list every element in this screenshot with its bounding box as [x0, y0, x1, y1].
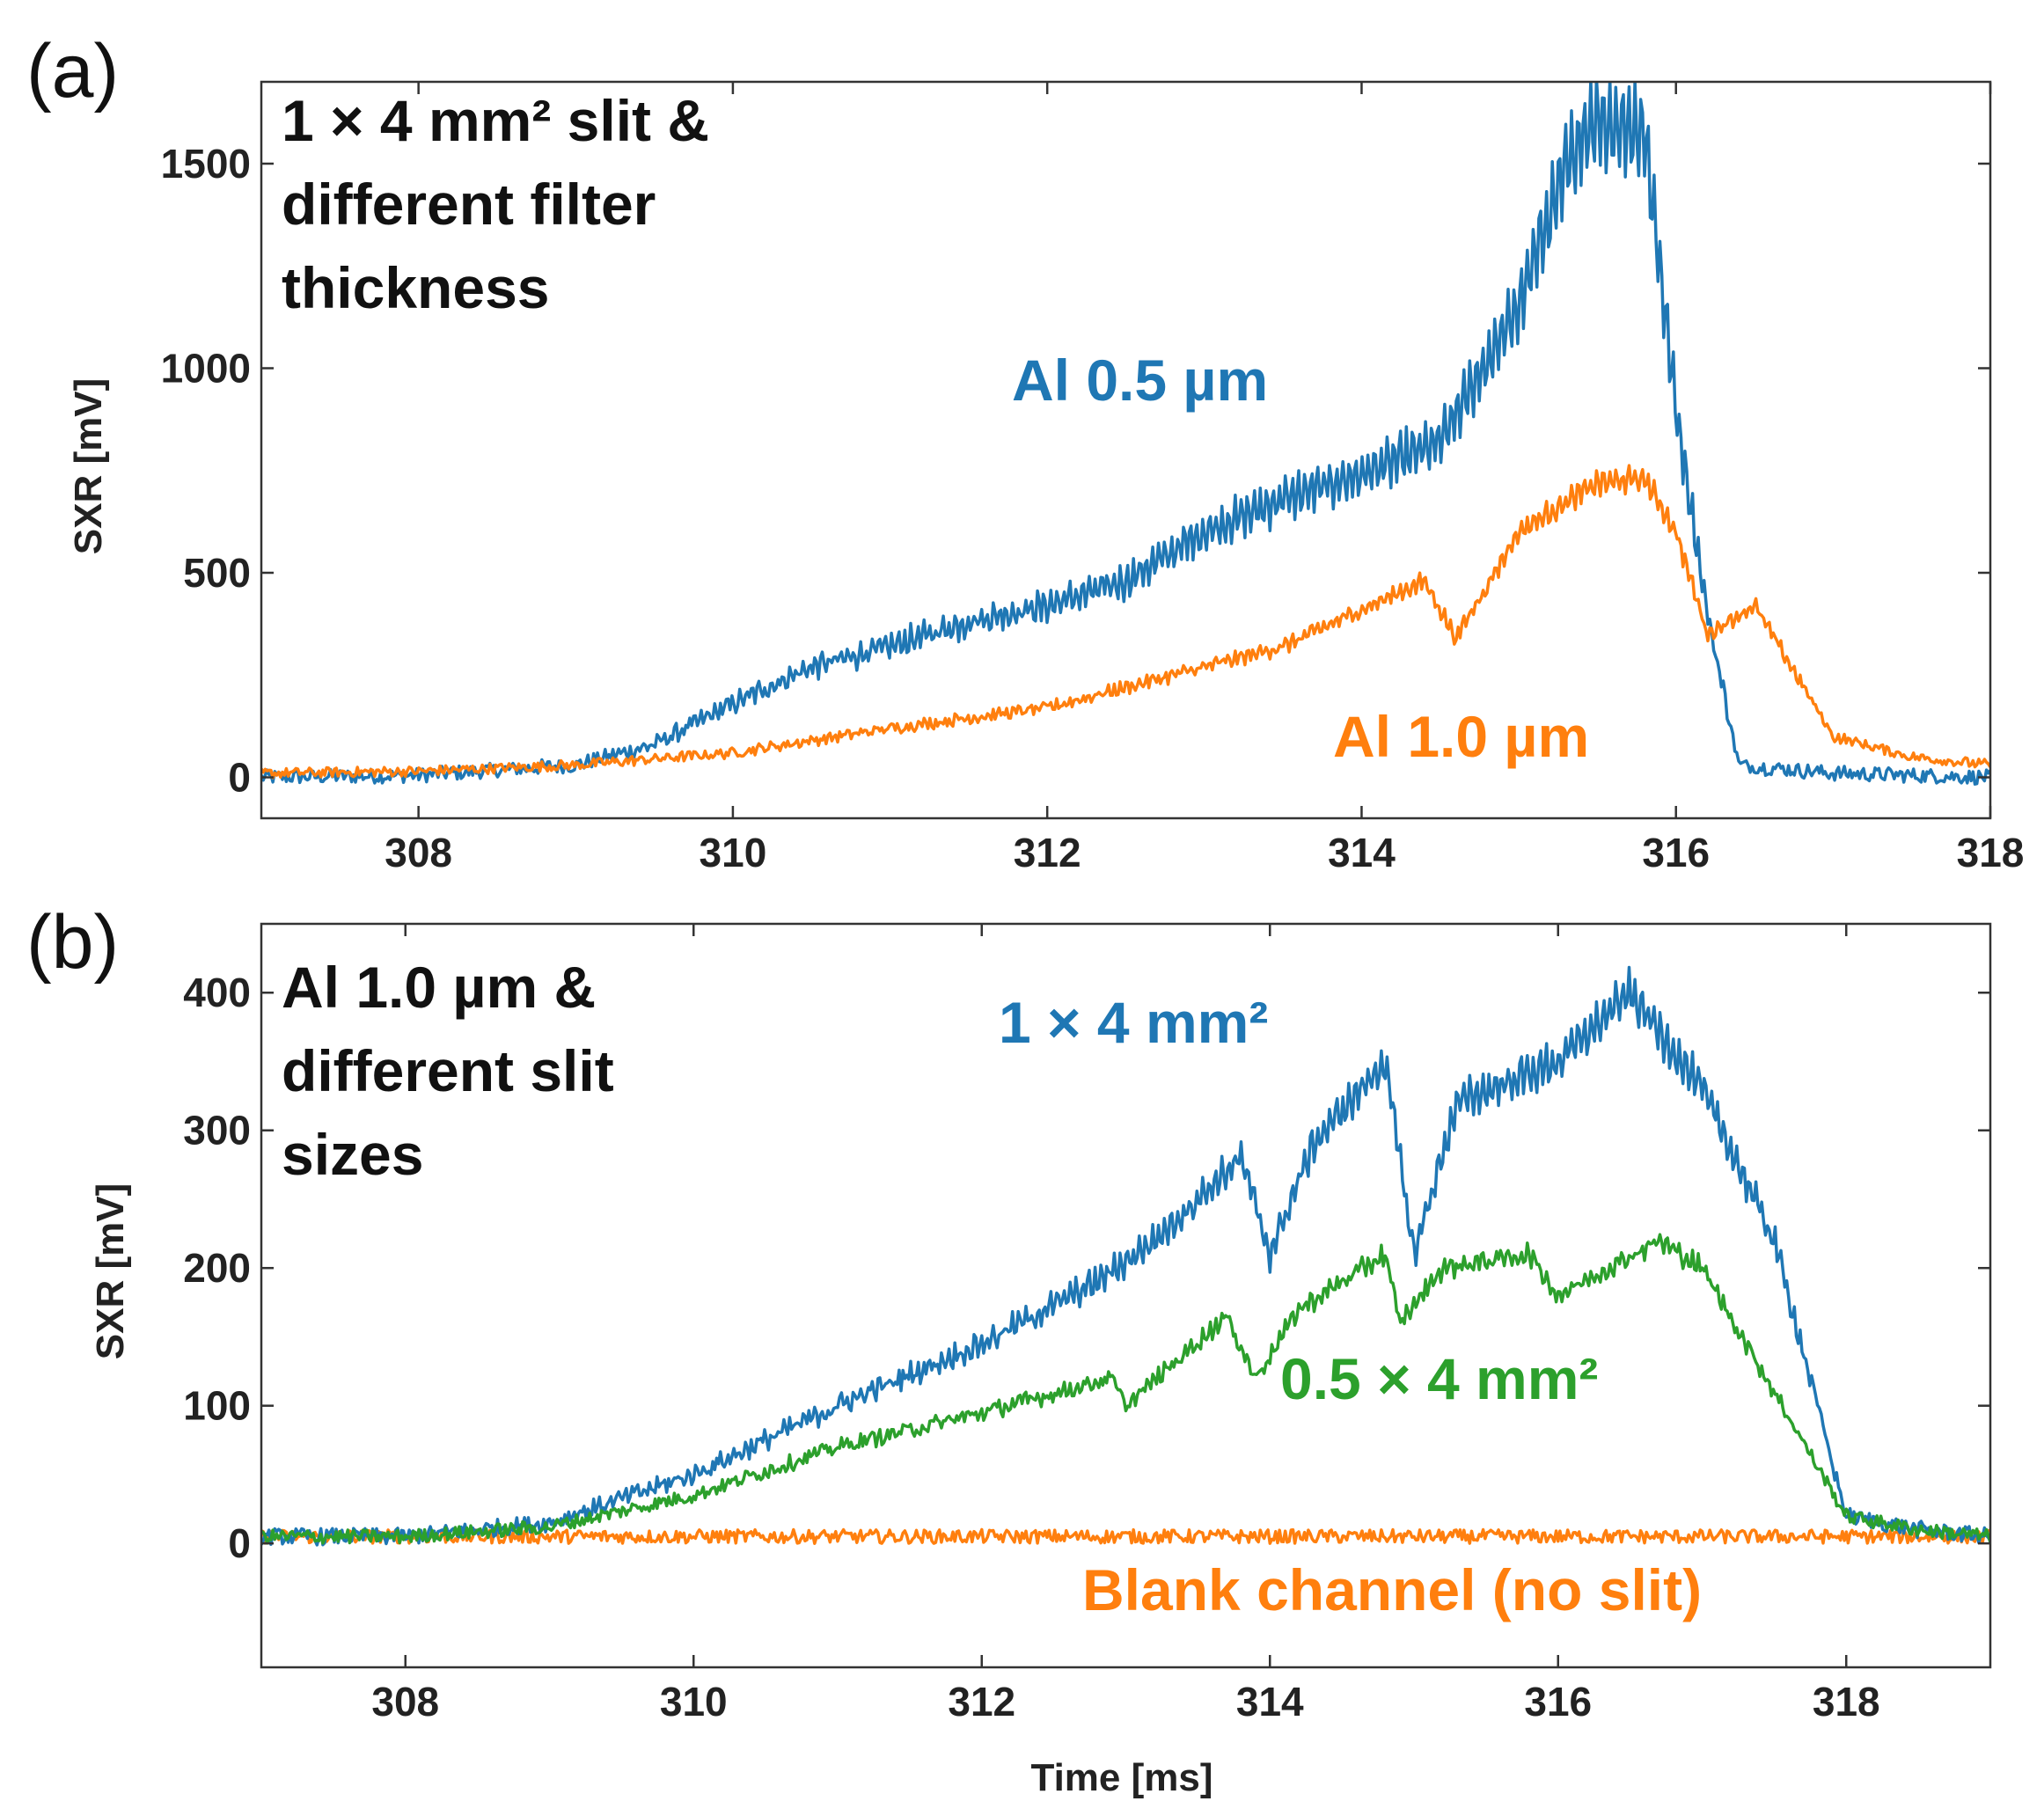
series-line-1 — [261, 464, 1990, 780]
panel-b-label-blank: Blank channel (no slit) — [1082, 1557, 1702, 1622]
panel-a-plot-area: 308 310 312 314 316 318 0 500 1000 1500 — [161, 80, 2025, 875]
x-tick-label: 314 — [1236, 1679, 1304, 1724]
panel-b-annotation-line-1: Al 1.0 µm & — [282, 955, 596, 1020]
x-tick-label: 312 — [1014, 830, 1081, 875]
x-tick-label: 312 — [948, 1679, 1015, 1724]
panel-a-letter: (a) — [26, 29, 119, 114]
panel-a-ylabel: SXR [mV] — [67, 378, 110, 554]
panel-a-annotation-line-3: thickness — [282, 255, 549, 320]
y-tick-label: 500 — [183, 550, 251, 596]
plot-frame — [260, 80, 1992, 820]
y-tick-label: 100 — [183, 1383, 251, 1429]
panel-b-annotation-line-2: different slit — [282, 1038, 614, 1103]
panel-a-label-al-0-5: Al 0.5 µm — [1012, 348, 1268, 413]
x-tick-label: 308 — [385, 830, 452, 875]
x-tick-label: 316 — [1524, 1679, 1592, 1724]
panel-a-annotation-line-1: 1 × 4 mm² slit & — [282, 88, 709, 153]
y-tick-label: 1000 — [161, 346, 251, 392]
x-tick-label: 318 — [1957, 830, 2025, 875]
y-tick-label: 300 — [183, 1108, 251, 1153]
y-tick-label: 200 — [183, 1245, 251, 1291]
x-tick-label: 318 — [1813, 1679, 1880, 1724]
panel-a-annotation-line-2: different filter — [282, 172, 656, 237]
panel-b-annotation: Al 1.0 µm & different slit sizes — [282, 955, 614, 1187]
x-tick-label: 316 — [1642, 830, 1710, 875]
y-tick-label: 400 — [183, 970, 251, 1015]
x-tick-label: 314 — [1328, 830, 1396, 875]
panel-a-annotation: 1 × 4 mm² slit & different filter thickn… — [282, 88, 709, 320]
panel-b-annotation-line-3: sizes — [282, 1122, 423, 1187]
panel-b-chart: (b) SXR [mV] Time [ms] 308 310 312 314 316 31… — [26, 900, 1992, 1799]
panel-b-label-1x4: 1 × 4 mm² — [999, 990, 1268, 1055]
panel-a-label-al-1-0: Al 1.0 µm — [1333, 704, 1589, 769]
panel-a-chart: (a) SXR [mV] 308 310 312 314 316 318 0 500 1000 1… — [26, 29, 2024, 875]
y-tick-label: 1500 — [161, 141, 251, 187]
x-tick-label: 310 — [660, 1679, 728, 1724]
series-line-0 — [261, 965, 1990, 1547]
panel-b-plot-area: 308 310 312 314 316 318 0 100 200 300 400 — [183, 922, 1992, 1724]
y-tick-label: 0 — [228, 1520, 251, 1566]
panel-b-letter: (b) — [26, 900, 119, 985]
y-tick-label: 0 — [228, 755, 251, 801]
series-line-1 — [261, 1233, 1990, 1545]
x-tick-label: 308 — [371, 1679, 439, 1724]
series-line-2 — [261, 1527, 1990, 1545]
panel-b-xlabel: Time [ms] — [1030, 1756, 1212, 1799]
plot-frame — [260, 922, 1992, 1669]
series-line-0 — [261, 82, 1990, 786]
x-tick-label: 310 — [700, 830, 767, 875]
panel-b-label-0-5x4: 0.5 × 4 mm² — [1280, 1346, 1598, 1411]
panel-b-ylabel: SXR [mV] — [89, 1183, 132, 1359]
